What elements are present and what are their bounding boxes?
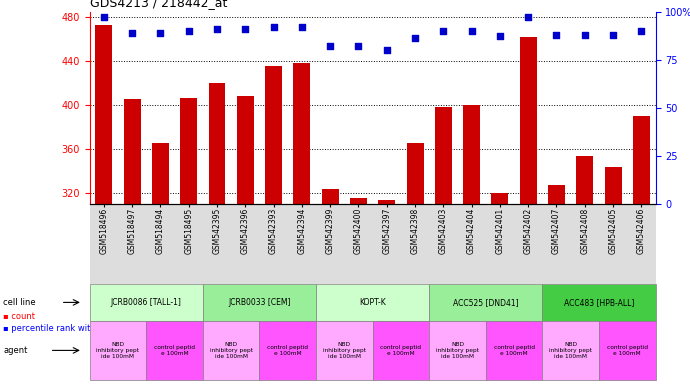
Text: KOPT-K: KOPT-K (359, 298, 386, 307)
Text: ▪ count: ▪ count (3, 312, 35, 321)
Bar (406, 143, 424, 204)
Bar (604, 167, 622, 204)
Bar (322, 189, 339, 204)
Point (607, 31, 618, 38)
Text: ACC483 [HPB-ALL]: ACC483 [HPB-ALL] (564, 298, 634, 307)
Point (409, 35, 420, 41)
Bar (378, 200, 395, 204)
Point (636, 28, 647, 34)
Point (381, 47, 392, 53)
Bar (520, 37, 537, 204)
Text: NBD
inhibitory pept
ide 100mM: NBD inhibitory pept ide 100mM (210, 342, 253, 359)
Point (494, 33, 505, 40)
Bar (208, 83, 226, 204)
Bar (293, 63, 310, 204)
Text: NBD
inhibitory pept
ide 100mM: NBD inhibitory pept ide 100mM (549, 342, 592, 359)
Text: NBD
inhibitory pept
ide 100mM: NBD inhibitory pept ide 100mM (323, 342, 366, 359)
Bar (576, 156, 593, 204)
Point (240, 26, 251, 32)
Point (324, 43, 335, 49)
Bar (237, 96, 254, 204)
Point (466, 28, 477, 34)
Bar (124, 99, 141, 204)
Bar (180, 98, 197, 204)
Point (353, 43, 364, 49)
Bar (491, 192, 509, 204)
Bar (548, 185, 565, 204)
Bar (633, 116, 650, 204)
Point (211, 26, 222, 32)
Point (155, 30, 166, 36)
Text: control peptid
e 100mM: control peptid e 100mM (267, 345, 308, 356)
Point (523, 14, 534, 20)
Bar (435, 107, 452, 204)
Bar (350, 198, 367, 204)
Bar (265, 66, 282, 204)
Point (438, 28, 449, 34)
Text: JCRB0086 [TALL-1]: JCRB0086 [TALL-1] (111, 298, 181, 307)
Text: NBD
inhibitory pept
ide 100mM: NBD inhibitory pept ide 100mM (97, 342, 139, 359)
Text: control peptid
e 100mM: control peptid e 100mM (493, 345, 535, 356)
Text: ▪ percentile rank within the sample: ▪ percentile rank within the sample (3, 324, 154, 333)
Bar (152, 143, 169, 204)
Point (580, 31, 591, 38)
Text: control peptid
e 100mM: control peptid e 100mM (380, 345, 422, 356)
Text: cell line: cell line (3, 298, 36, 307)
Text: GDS4213 / 218442_at: GDS4213 / 218442_at (90, 0, 227, 9)
Text: JCRB0033 [CEM]: JCRB0033 [CEM] (228, 298, 290, 307)
Text: agent: agent (3, 346, 28, 355)
Point (184, 28, 195, 34)
Point (551, 31, 562, 38)
Text: control peptid
e 100mM: control peptid e 100mM (607, 345, 648, 356)
Text: control peptid
e 100mM: control peptid e 100mM (154, 345, 195, 356)
Point (126, 30, 137, 36)
Point (297, 24, 308, 30)
Point (268, 24, 279, 30)
Bar (95, 25, 112, 204)
Bar (463, 105, 480, 204)
Text: NBD
inhibitory pept
ide 100mM: NBD inhibitory pept ide 100mM (436, 342, 479, 359)
Point (98, 14, 109, 20)
Text: ACC525 [DND41]: ACC525 [DND41] (453, 298, 519, 307)
